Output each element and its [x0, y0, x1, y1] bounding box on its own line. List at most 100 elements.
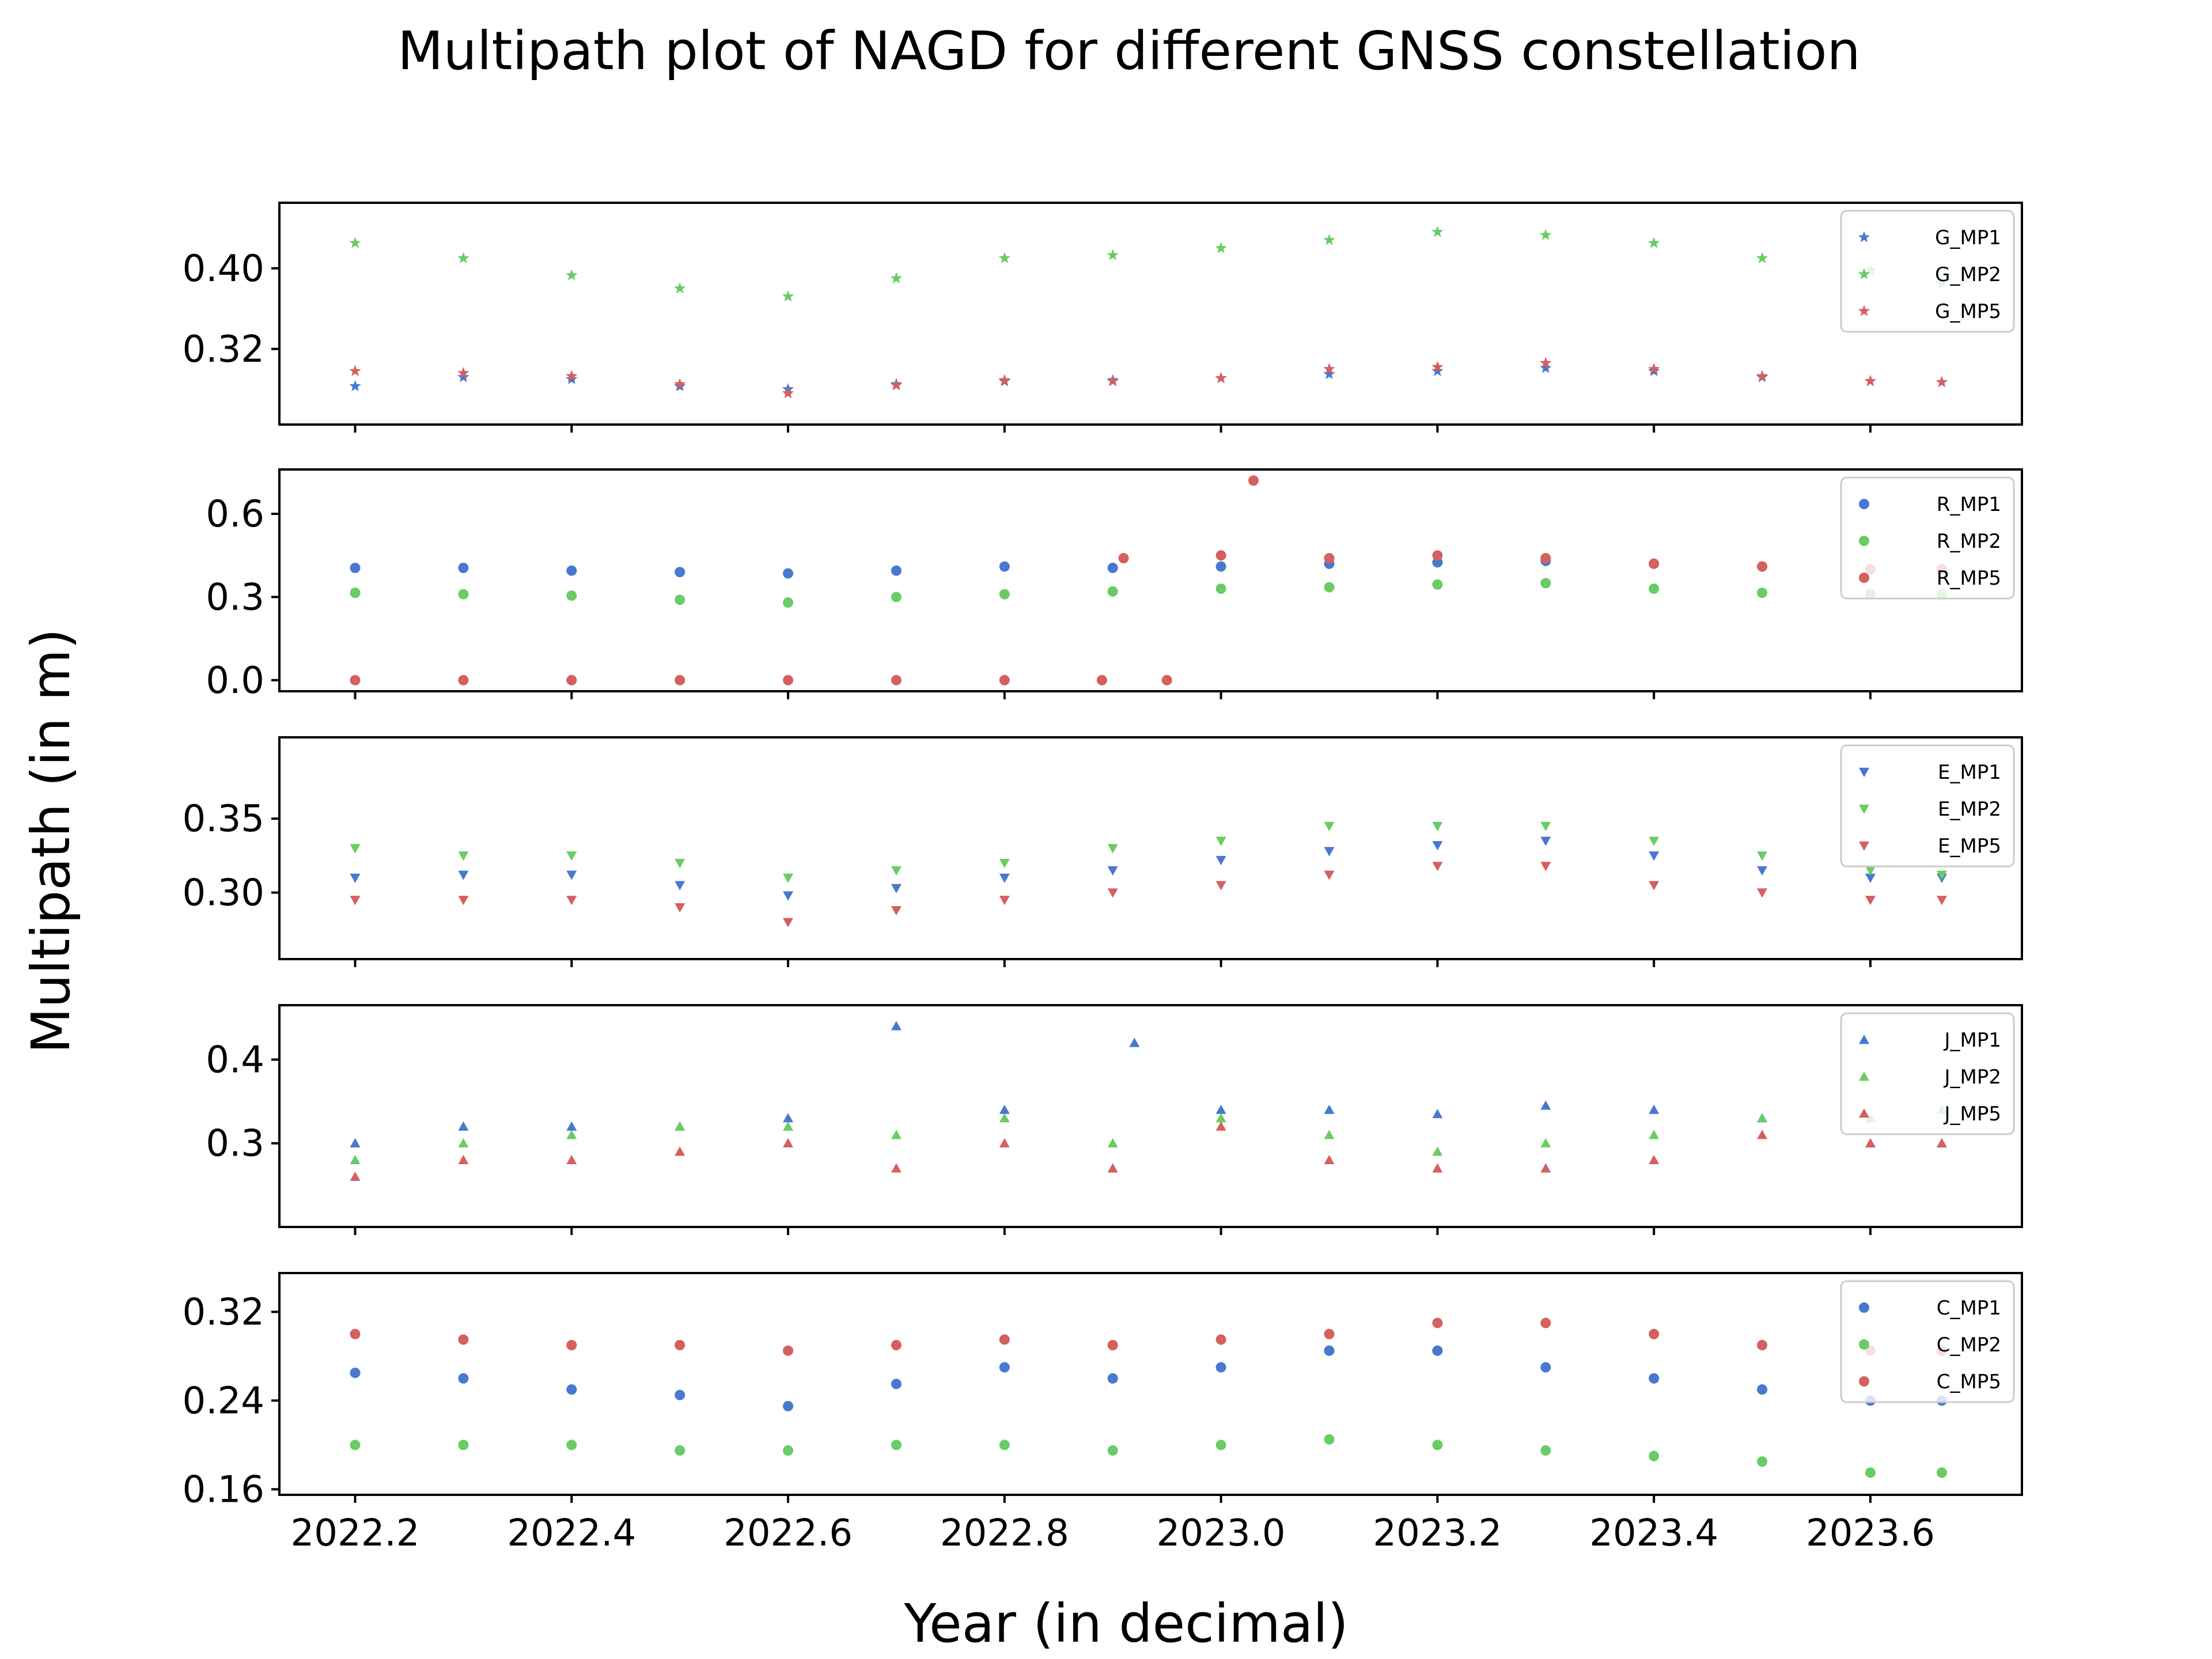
data-point	[458, 1121, 469, 1131]
data-point	[1757, 851, 1768, 861]
series-E_MP5	[350, 862, 1947, 927]
data-point	[1215, 1440, 1226, 1450]
data-point	[999, 561, 1010, 572]
data-point	[1215, 372, 1227, 384]
data-point	[1431, 361, 1444, 372]
data-point	[891, 592, 902, 603]
data-point	[1432, 1345, 1443, 1356]
data-point	[1936, 1467, 1947, 1478]
data-point	[1649, 1328, 1660, 1339]
data-point	[999, 1104, 1010, 1114]
data-point	[1324, 1104, 1335, 1114]
data-point	[1757, 1384, 1768, 1395]
data-point	[1215, 1113, 1226, 1123]
data-point	[1215, 1362, 1226, 1373]
data-point	[1865, 1467, 1876, 1478]
data-point	[349, 237, 361, 248]
legend-marker	[1858, 305, 1870, 316]
data-point	[675, 594, 685, 605]
data-point	[1215, 836, 1226, 846]
data-point	[350, 1440, 361, 1450]
data-point	[1756, 370, 1768, 381]
legend-marker	[1859, 841, 1869, 851]
panel-E-data	[350, 821, 1947, 927]
series-C_MP5	[350, 1317, 1947, 1356]
legend-marker	[1859, 499, 1869, 509]
data-point	[1107, 1373, 1118, 1384]
data-point	[1107, 1138, 1118, 1147]
y-tick-label: 0.3	[206, 1123, 264, 1165]
data-point	[1540, 357, 1552, 368]
data-point	[783, 891, 794, 901]
data-point	[1647, 363, 1660, 374]
data-point	[1324, 1434, 1335, 1445]
data-point	[999, 873, 1010, 883]
data-point	[1107, 562, 1118, 573]
legend-marker	[1859, 573, 1869, 583]
data-point	[1757, 1130, 1768, 1139]
data-point	[350, 1328, 361, 1339]
data-point	[999, 1440, 1010, 1450]
data-point	[675, 567, 685, 578]
data-point	[999, 858, 1010, 869]
data-point	[675, 1121, 685, 1131]
legend-marker	[1859, 1339, 1869, 1350]
data-point	[566, 1340, 577, 1351]
panel-R-data	[350, 475, 1947, 685]
data-point	[783, 1121, 794, 1131]
data-point	[891, 1440, 902, 1450]
x-tick-label: 2022.6	[724, 1512, 853, 1555]
data-point	[1649, 1154, 1660, 1164]
series-C_MP1	[350, 1345, 1947, 1411]
data-point	[673, 282, 686, 294]
axes-frame	[278, 468, 2023, 692]
data-point	[458, 562, 469, 573]
data-point	[1215, 881, 1226, 891]
data-point	[566, 1384, 577, 1395]
legend-marker	[1859, 1035, 1869, 1044]
data-point	[675, 858, 685, 869]
data-point	[783, 1401, 794, 1411]
data-point	[890, 272, 903, 283]
y-tick-label: 0.40	[183, 248, 265, 290]
data-point	[1936, 376, 1948, 388]
data-point	[1324, 1328, 1335, 1339]
legend-marker	[1859, 1302, 1869, 1313]
data-point	[457, 371, 469, 382]
y-tick-label: 0.0	[206, 660, 264, 702]
data-point	[350, 873, 361, 883]
data-point	[1540, 1163, 1551, 1173]
data-point	[999, 1362, 1010, 1373]
data-point	[1649, 558, 1660, 569]
data-point	[458, 1440, 469, 1450]
data-point	[1107, 844, 1118, 854]
data-point	[891, 1021, 902, 1031]
data-point	[1129, 1037, 1140, 1047]
data-point	[1432, 550, 1443, 561]
data-point	[1324, 582, 1335, 593]
data-point	[350, 896, 361, 906]
data-point	[1096, 675, 1107, 685]
series-R_MP5	[350, 475, 1947, 685]
data-point	[1540, 836, 1551, 846]
data-point	[1324, 1345, 1335, 1356]
data-point	[1936, 870, 1947, 880]
data-point	[999, 896, 1010, 906]
data-point	[566, 675, 577, 685]
series-R_MP1	[350, 555, 1947, 579]
data-point	[999, 675, 1010, 685]
data-point	[458, 675, 469, 685]
axes-frame	[278, 1272, 2023, 1496]
panel-J-data	[350, 1021, 1947, 1181]
data-point	[1107, 888, 1118, 898]
legend-label: G_MP2	[1935, 263, 2001, 286]
y-tick-label: 0.4	[206, 1039, 264, 1081]
data-point	[891, 1163, 902, 1173]
data-point	[1432, 862, 1443, 872]
legend-label: J_MP2	[1944, 1066, 2002, 1089]
data-point	[999, 1138, 1010, 1147]
data-point	[1432, 1146, 1443, 1156]
data-point	[1757, 561, 1768, 572]
data-point	[1757, 888, 1768, 898]
y-axis-label: Multipath (in m)	[20, 628, 82, 1054]
